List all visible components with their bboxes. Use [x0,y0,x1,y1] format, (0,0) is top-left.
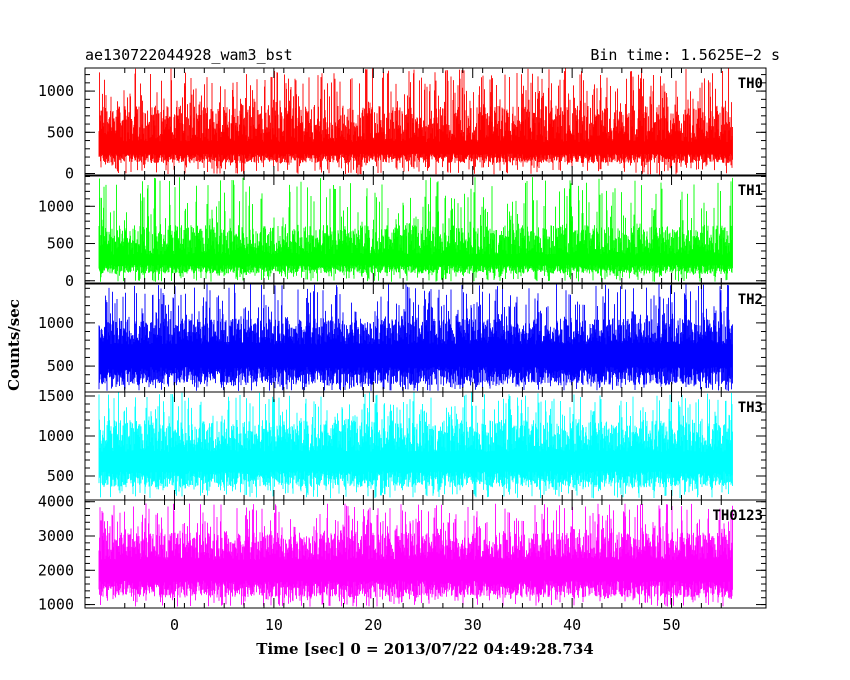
panel-frame [84,499,767,609]
x-tick-label: 0 [170,616,179,634]
y-tick-label: 1000 [38,596,74,614]
panel-frame [84,67,767,177]
plot-title: ae130722044928_wam3_bst [85,46,293,64]
y-tick-label: 1000 [38,427,74,445]
y-tick-label: 0 [65,272,74,290]
panel-label: TH3 [738,400,763,416]
y-axis-label: Counts/sec [5,299,23,391]
y-tick-label: 500 [47,123,74,141]
series-th1 [98,177,733,282]
bin-time-label: Bin time: 1.5625E−2 s [590,46,780,64]
x-tick-label: 40 [563,616,581,634]
y-tick-label: 1000 [38,197,74,215]
panel-label: TH0 [738,76,763,92]
series-th3 [98,392,733,499]
panel-label: TH2 [738,292,763,308]
y-tick-label: 0 [65,165,74,183]
series-th0123 [98,503,733,607]
x-axis-label: Time [sec] 0 = 2013/07/22 04:49:28.734 [256,640,593,658]
y-tick-label: 4000 [38,493,74,511]
panel-th0: 0 500 1000 TH0 [38,67,767,183]
y-tick-label: 1000 [38,82,74,100]
x-tick-label: 10 [265,616,283,634]
x-tick-label: 30 [464,616,482,634]
y-tick-label: 3000 [38,527,74,545]
y-tick-label: 2000 [38,561,74,579]
y-tick-label: 500 [47,357,74,375]
y-tick-label: 500 [47,235,74,253]
x-tick-label: 50 [663,616,681,634]
series-th2 [98,284,733,391]
y-tick-label: 500 [47,467,74,485]
panel-label: TH0123 [712,508,763,524]
y-tick-label: 1500 [38,387,74,405]
panel-th2: 500 1000 TH2 [38,283,767,393]
panel-th1: 0 500 1000 TH1 [38,174,767,290]
y-tick-label: 1000 [38,314,74,332]
x-tick-label: 20 [364,616,382,634]
panel-th3: 500 1000 1500 TH3 [38,387,767,501]
series-th0 [98,68,733,175]
panel-label: TH1 [738,183,763,199]
panel-th0123: 1000 2000 3000 4000 TH0123 [38,493,767,614]
